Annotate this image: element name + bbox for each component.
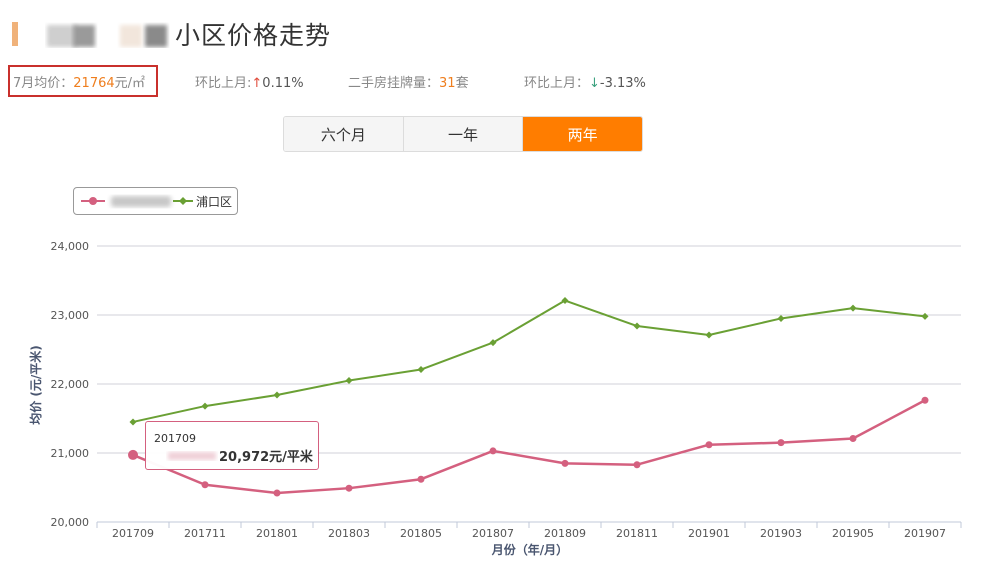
tooltip-month: 201709 — [154, 432, 196, 445]
series-line-1 — [132, 299, 926, 423]
avg-price-label: 7月均价： — [13, 76, 74, 91]
y-tick-label: 23,000 — [51, 309, 90, 322]
period-tabs: 六个月 一年 两年 — [283, 116, 643, 152]
x-tick-label: 201905 — [832, 527, 874, 540]
series-point-district — [417, 366, 425, 374]
series-point-district — [921, 312, 929, 320]
series-point-district — [201, 402, 209, 410]
x-tick-label: 201903 — [760, 527, 802, 540]
avg-price-unit: 元/㎡ — [114, 76, 146, 91]
avg-price-stat: 7月均价：21764元/㎡ — [13, 72, 145, 91]
avg-price-highlight-box — [8, 65, 158, 97]
title-accent-bar — [12, 22, 18, 46]
blurred-community-name — [47, 25, 167, 47]
series-point-community — [201, 481, 209, 489]
x-tick-label: 201907 — [904, 527, 946, 540]
chart-legend: 浦口区 — [73, 187, 238, 215]
series-point-district — [489, 339, 497, 347]
series-point-district — [633, 322, 641, 330]
x-tick-label: 201801 — [256, 527, 298, 540]
x-tick-label: 201709 — [112, 527, 154, 540]
series-point-community — [561, 459, 569, 467]
y-tick-label: 22,000 — [51, 378, 90, 391]
tooltip-value: 20,972元/平米 — [219, 450, 313, 465]
legend-district-line-icon — [173, 197, 193, 205]
series-point-community — [705, 441, 713, 449]
series-point-community — [128, 449, 138, 460]
x-tick-label: 201809 — [544, 527, 586, 540]
x-tick-label: 201803 — [328, 527, 370, 540]
listing-count-label: 二手房挂牌量： — [348, 76, 440, 91]
mom-listing-label: 环比上月： — [524, 76, 590, 91]
x-tick-label: 201811 — [616, 527, 658, 540]
avg-price-value: 21764 — [73, 76, 115, 91]
legend-item-community[interactable] — [80, 188, 106, 214]
x-axis-label: 月份（年/月） — [491, 542, 568, 557]
series-point-community — [345, 484, 353, 492]
x-tick-label: 201805 — [400, 527, 442, 540]
series-point-district — [129, 418, 137, 426]
listing-count-unit: 套 — [455, 76, 469, 91]
tab-six-months[interactable]: 六个月 — [284, 117, 404, 151]
series-line-0 — [132, 399, 926, 495]
tab-two-years[interactable]: 两年 — [523, 117, 642, 151]
mom-price-stat: 环比上月:↑0.11% — [195, 72, 304, 91]
listing-count-stat: 二手房挂牌量：31套 — [348, 72, 469, 91]
tab-one-year[interactable]: 一年 — [403, 117, 524, 151]
series-point-district — [273, 391, 281, 399]
series-point-community — [489, 447, 497, 455]
up-arrow-icon: ↑ — [251, 76, 263, 91]
x-tick-label: 201807 — [472, 527, 514, 540]
mom-price-label: 环比上月: — [195, 76, 252, 91]
x-tick-label: 201901 — [688, 527, 730, 540]
legend-item-district[interactable]: 浦口区 — [172, 188, 232, 214]
listing-count-value: 31 — [439, 76, 456, 91]
legend-district-label: 浦口区 — [196, 194, 233, 209]
series-point-community — [633, 461, 641, 469]
series-point-community — [273, 489, 281, 497]
series-point-district — [561, 297, 569, 305]
series-point-district — [849, 304, 857, 312]
series-point-district — [705, 331, 713, 339]
tooltip-blurred-name — [168, 452, 216, 460]
mom-listing-value: -3.13% — [599, 76, 646, 91]
y-axis-label: 均价 (元/平米) — [28, 345, 43, 425]
y-tick-label: 20,000 — [51, 516, 90, 529]
legend-community-line-icon — [81, 197, 105, 205]
series-point-community — [417, 475, 425, 483]
x-tick-label: 201711 — [184, 527, 226, 540]
series-point-district — [345, 377, 353, 385]
y-tick-label: 24,000 — [51, 240, 90, 253]
chart-tooltip: 201709 20,972元/平米 — [145, 421, 319, 470]
page-title: 小区价格走势 — [175, 21, 332, 50]
series-point-district — [777, 314, 785, 322]
mom-price-value: 0.11% — [262, 76, 304, 91]
legend-community-blurred-name — [111, 196, 171, 207]
mom-listing-stat: 环比上月：↓-3.13% — [524, 72, 646, 91]
series-point-community — [777, 439, 785, 447]
series-point-community — [849, 435, 857, 443]
series-point-community — [921, 396, 929, 404]
y-tick-label: 21,000 — [51, 447, 90, 460]
down-arrow-icon: ↓ — [589, 76, 600, 91]
